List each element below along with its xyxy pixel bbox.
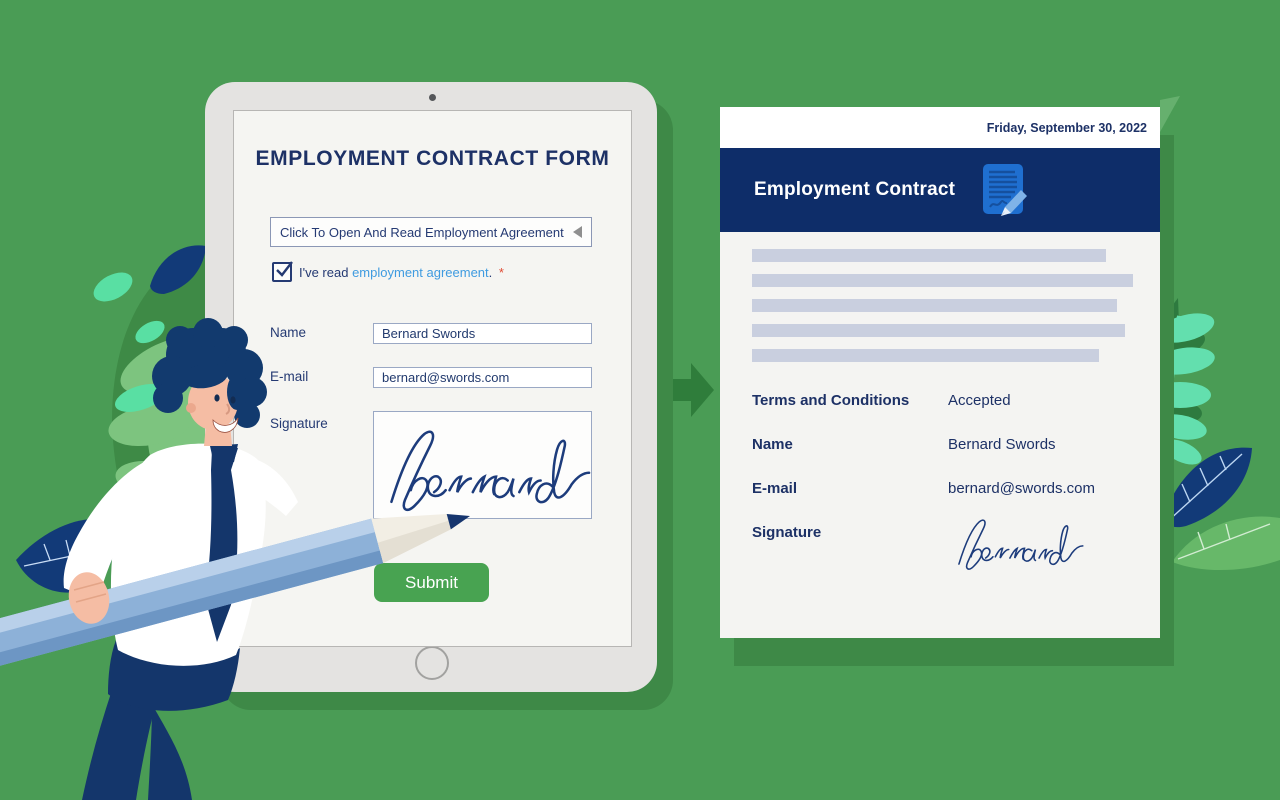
submit-button[interactable]: Submit — [374, 563, 489, 602]
agreement-checkbox-row: I've read employment agreement. * — [272, 261, 504, 282]
checkmark-icon — [276, 261, 293, 277]
man-ear — [186, 403, 196, 413]
open-agreement-button-label: Click To Open And Read Employment Agreem… — [280, 224, 564, 240]
tablet-screen: EMPLOYMENT CONTRACT FORM Click To Open A… — [233, 110, 632, 647]
signature-drawing — [390, 430, 591, 512]
tablet-camera-dot — [429, 94, 436, 101]
left-navy-leaf — [150, 245, 206, 294]
signature-drawing — [958, 519, 1084, 570]
signature-row-label: Signature — [752, 524, 822, 541]
document-body: Terms and Conditions Accepted Name Berna… — [720, 232, 1160, 599]
document-title: Employment Contract — [754, 179, 956, 200]
email-row: E-mail bernard@swords.com — [752, 479, 1160, 499]
form-title: EMPLOYMENT CONTRACT FORM — [255, 147, 610, 170]
placeholder-text-line — [752, 299, 1117, 312]
right-navy-leaf — [1162, 447, 1252, 528]
email-row-label: E-mail — [752, 480, 798, 497]
document-date-strip: Friday, September 30, 2022 — [720, 107, 1160, 148]
email-input[interactable] — [373, 367, 592, 388]
terms-row-label: Terms and Conditions — [752, 392, 910, 409]
signature-field-label: Signature — [270, 416, 328, 431]
email-field-label: E-mail — [270, 369, 309, 384]
signature-pad[interactable] — [373, 411, 592, 519]
man-hand — [68, 572, 110, 624]
terms-row: Terms and Conditions Accepted — [752, 391, 1160, 411]
name-field-label: Name — [270, 325, 307, 340]
placeholder-text-line — [752, 274, 1133, 287]
employment-agreement-link[interactable]: employment agreement — [352, 264, 489, 280]
name-row-label: Name — [752, 436, 793, 453]
name-row: Name Bernard Swords — [752, 435, 1160, 455]
doc-top-right-leaf — [1160, 96, 1180, 132]
right-green-leaf — [1172, 516, 1280, 571]
contract-document-icon — [983, 164, 1028, 216]
navy-leaf-behind-man — [16, 519, 116, 593]
placeholder-text-line — [752, 349, 1099, 362]
triangle-left-icon — [573, 226, 582, 238]
email-row-value: bernard@swords.com — [948, 480, 1095, 497]
required-asterisk: * — [498, 264, 504, 280]
man-left-arm — [63, 458, 160, 602]
document-detail-rows: Terms and Conditions Accepted Name Berna… — [752, 391, 1160, 575]
placeholder-text-line — [752, 324, 1125, 337]
name-row-value: Bernard Swords — [948, 436, 1056, 453]
placeholder-text-line — [752, 249, 1106, 262]
name-input[interactable] — [373, 323, 592, 344]
document-title-band: Employment Contract — [720, 148, 1160, 232]
pencil-icon — [1001, 190, 1028, 216]
signature-row-value — [948, 507, 1084, 575]
document-date: Friday, September 30, 2022 — [986, 120, 1147, 135]
checkbox-text-prefix: I've read — [299, 264, 353, 280]
tablet-home-button[interactable] — [415, 646, 449, 680]
checkbox-text-suffix: . — [488, 264, 496, 280]
terms-row-value: Accepted — [948, 392, 1011, 409]
agreement-checkbox[interactable] — [272, 261, 293, 282]
tablet-device: EMPLOYMENT CONTRACT FORM Click To Open A… — [205, 82, 657, 692]
right-arrow-icon — [660, 363, 714, 417]
left-mint-leaves — [93, 272, 166, 412]
contract-document: Friday, September 30, 2022 Employment Co… — [720, 107, 1160, 638]
signature-row: Signature — [752, 519, 1160, 575]
agreement-checkbox-label: I've read employment agreement. * — [299, 265, 504, 280]
open-agreement-button[interactable]: Click To Open And Read Employment Agreem… — [270, 217, 592, 247]
